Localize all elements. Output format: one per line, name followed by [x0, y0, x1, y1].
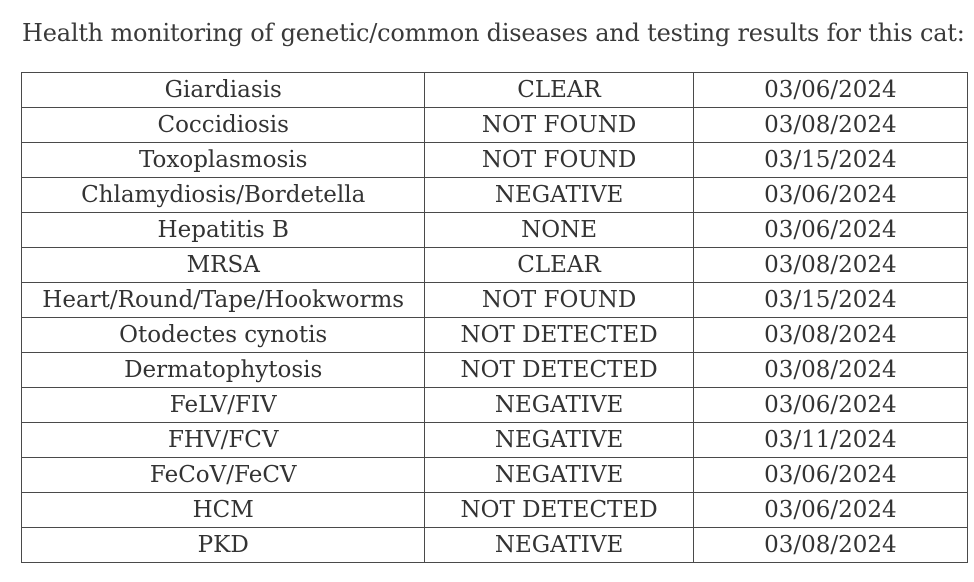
date-cell: 03/06/2024: [692, 387, 969, 423]
date-cell: 03/08/2024: [692, 317, 969, 353]
date-cell: 03/08/2024: [692, 527, 969, 563]
result-cell: NOT DETECTED: [424, 317, 694, 353]
date-cell: 03/06/2024: [692, 457, 969, 493]
date-cell: 03/15/2024: [692, 142, 969, 178]
table-row: MRSA CLEAR 03/08/2024: [20, 247, 969, 283]
disease-cell: Chlamydiosis/Bordetella: [20, 177, 426, 213]
result-cell: NOT DETECTED: [424, 492, 694, 528]
table-row: Hepatitis B NONE 03/06/2024: [20, 212, 969, 248]
result-cell: CLEAR: [424, 247, 694, 283]
result-cell: NEGATIVE: [424, 387, 694, 423]
disease-cell: Toxoplasmosis: [20, 142, 426, 178]
date-cell: 03/08/2024: [692, 107, 969, 143]
table-row: FHV/FCV NEGATIVE 03/11/2024: [20, 422, 969, 458]
table-row: Giardiasis CLEAR 03/06/2024: [20, 72, 969, 108]
health-results-table: Giardiasis CLEAR 03/06/2024 Coccidiosis …: [20, 72, 969, 563]
disease-cell: Giardiasis: [20, 72, 426, 108]
result-cell: CLEAR: [424, 72, 694, 108]
disease-cell: MRSA: [20, 247, 426, 283]
disease-cell: Otodectes cynotis: [20, 317, 426, 353]
table-row: FeCoV/FeCV NEGATIVE 03/06/2024: [20, 457, 969, 493]
date-cell: 03/11/2024: [692, 422, 969, 458]
result-cell: NOT DETECTED: [424, 352, 694, 388]
table-row: Chlamydiosis/Bordetella NEGATIVE 03/06/2…: [20, 177, 969, 213]
date-cell: 03/06/2024: [692, 492, 969, 528]
table-row: Toxoplasmosis NOT FOUND 03/15/2024: [20, 142, 969, 178]
result-cell: NEGATIVE: [424, 457, 694, 493]
table-row: Otodectes cynotis NOT DETECTED 03/08/202…: [20, 317, 969, 353]
result-cell: NOT FOUND: [424, 282, 694, 318]
disease-cell: PKD: [20, 527, 426, 563]
disease-cell: FeLV/FIV: [20, 387, 426, 423]
result-cell: NEGATIVE: [424, 177, 694, 213]
disease-cell: Hepatitis B: [20, 212, 426, 248]
disease-cell: FHV/FCV: [20, 422, 426, 458]
result-cell: NEGATIVE: [424, 422, 694, 458]
disease-cell: FeCoV/FeCV: [20, 457, 426, 493]
result-cell: NOT FOUND: [424, 107, 694, 143]
disease-cell: Heart/Round/Tape/Hookworms: [20, 282, 426, 318]
disease-cell: Dermatophytosis: [20, 352, 426, 388]
disease-cell: HCM: [20, 492, 426, 528]
result-cell: NOT FOUND: [424, 142, 694, 178]
result-cell: NEGATIVE: [424, 527, 694, 563]
date-cell: 03/08/2024: [692, 352, 969, 388]
table-row: Coccidiosis NOT FOUND 03/08/2024: [20, 107, 969, 143]
table-row: Heart/Round/Tape/Hookworms NOT FOUND 03/…: [20, 282, 969, 318]
date-cell: 03/15/2024: [692, 282, 969, 318]
result-cell: NONE: [424, 212, 694, 248]
date-cell: 03/06/2024: [692, 177, 969, 213]
table-row: FeLV/FIV NEGATIVE 03/06/2024: [20, 387, 969, 423]
table-row: Dermatophytosis NOT DETECTED 03/08/2024: [20, 352, 969, 388]
date-cell: 03/06/2024: [692, 72, 969, 108]
table-row: HCM NOT DETECTED 03/06/2024: [20, 492, 969, 528]
table-row: PKD NEGATIVE 03/08/2024: [20, 527, 969, 563]
date-cell: 03/06/2024: [692, 212, 969, 248]
page-heading: Health monitoring of genetic/common dise…: [22, 19, 965, 47]
disease-cell: Coccidiosis: [20, 107, 426, 143]
date-cell: 03/08/2024: [692, 247, 969, 283]
